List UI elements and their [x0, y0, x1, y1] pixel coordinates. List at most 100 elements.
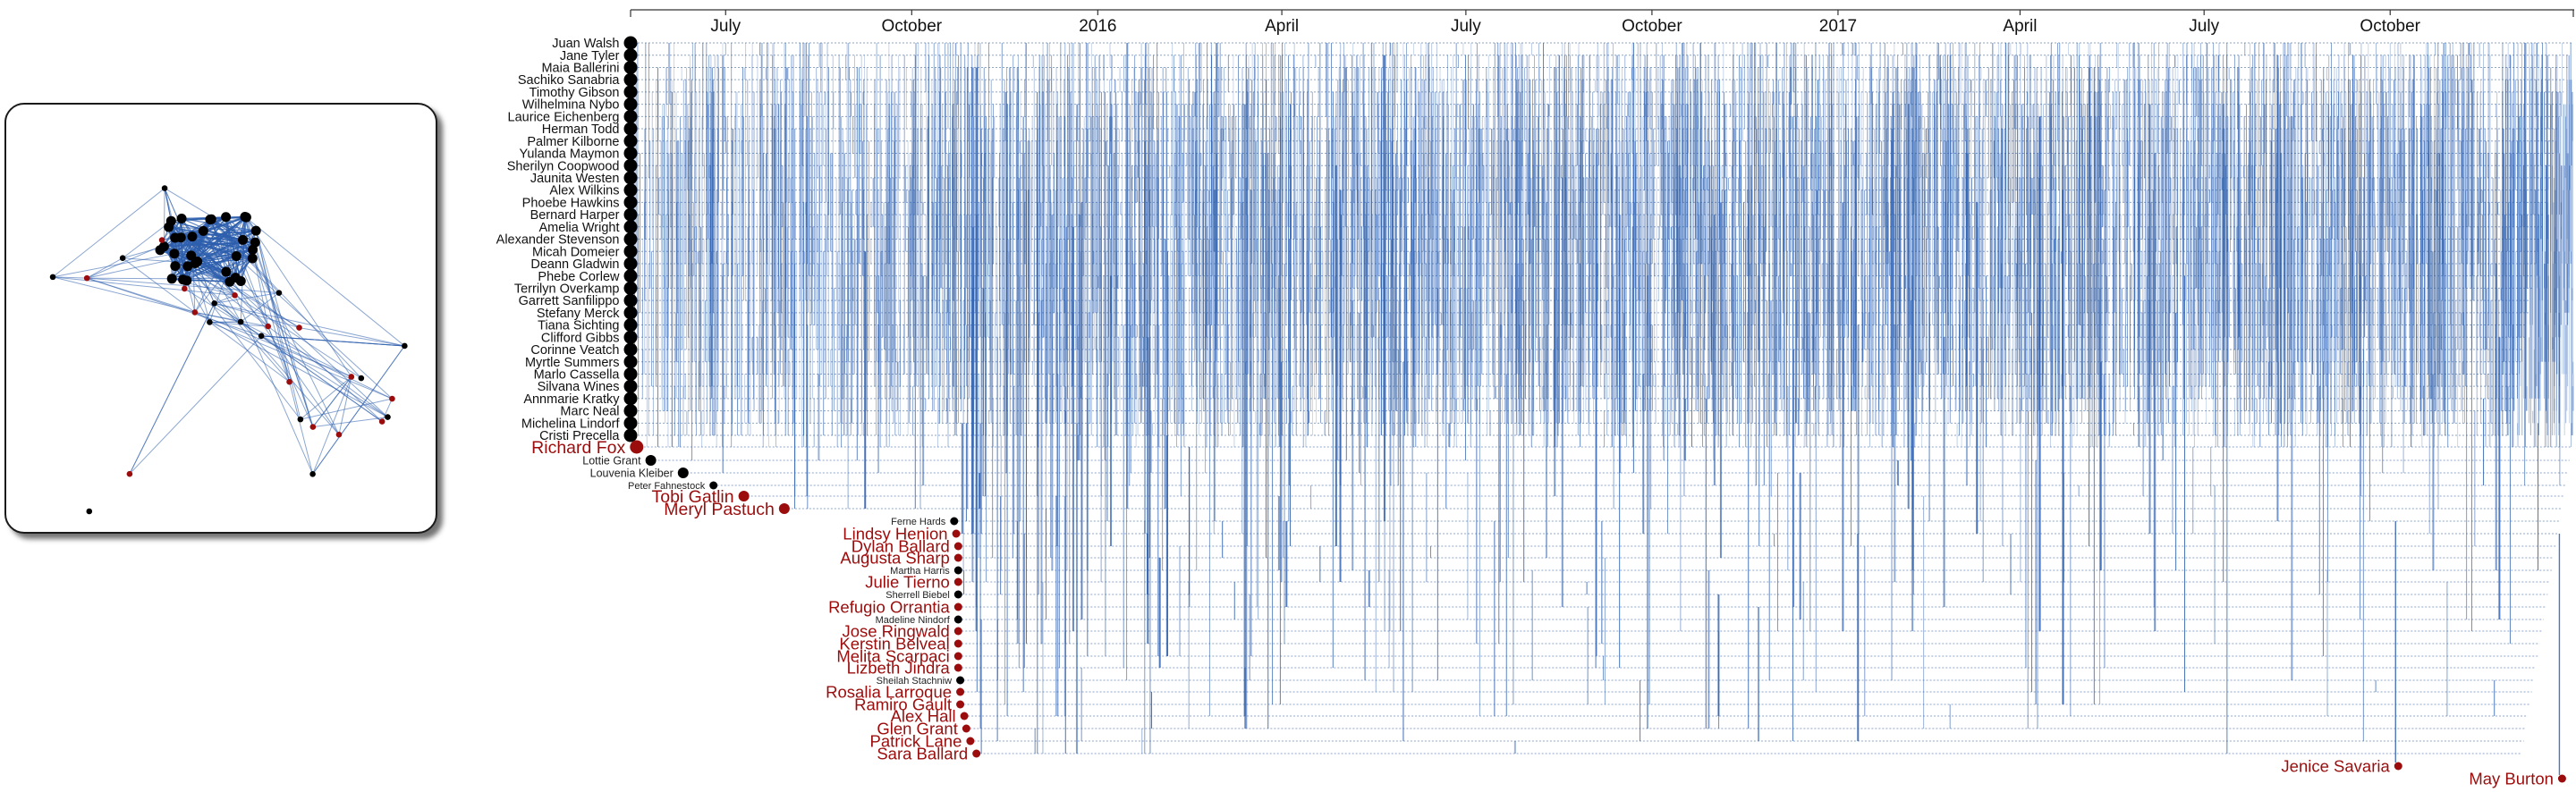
network-edge — [122, 257, 196, 313]
network-edge — [87, 277, 173, 280]
network-node — [247, 253, 258, 264]
network-node — [250, 225, 261, 236]
network-edge — [86, 257, 123, 279]
network-edge — [52, 276, 195, 313]
network-node — [221, 212, 232, 223]
network-edge — [235, 256, 393, 400]
network-node — [86, 508, 93, 515]
network-node — [240, 212, 250, 223]
time-axis-tick-label: April — [1265, 17, 1299, 36]
network-node — [358, 375, 365, 382]
network-node — [402, 342, 408, 350]
network-edge — [300, 398, 393, 420]
network-node — [182, 261, 193, 272]
network-edge — [52, 253, 175, 278]
time-axis-tick-label: October — [1622, 17, 1682, 36]
network-edge — [122, 220, 172, 259]
time-axis-tick-label: 2017 — [1819, 17, 1857, 36]
network-edge — [255, 230, 314, 427]
network-node — [389, 395, 395, 402]
network-edge — [163, 188, 165, 247]
network-node — [237, 318, 244, 325]
time-axis: July October 2016 April July October 2017 April… — [630, 9, 2574, 36]
network-node — [238, 234, 249, 245]
network-graph-panel — [4, 103, 437, 534]
network-edge — [194, 311, 352, 377]
network-edge — [210, 218, 362, 379]
network-node — [225, 276, 235, 287]
network-edge — [187, 265, 290, 383]
network-edge — [240, 321, 340, 435]
network-node — [182, 275, 192, 286]
network-edge — [338, 376, 352, 435]
network-edge — [194, 216, 246, 313]
network-edge — [194, 216, 246, 264]
network-edge — [191, 236, 196, 313]
network-edge — [234, 294, 362, 379]
network-edge — [235, 256, 314, 427]
network-node — [348, 374, 355, 380]
network-node — [164, 222, 174, 232]
network-node — [297, 416, 304, 423]
network-edge — [240, 292, 280, 323]
network-node — [161, 185, 168, 191]
network-node — [49, 274, 56, 281]
network-node — [182, 285, 188, 292]
network-node — [119, 255, 126, 262]
network-node — [385, 414, 391, 420]
network-edge — [52, 276, 235, 296]
network-node — [169, 249, 180, 259]
network-edge — [214, 294, 235, 304]
network-edge — [252, 249, 269, 327]
time-axis-tick-label: April — [2003, 17, 2037, 36]
network-edge — [240, 216, 246, 323]
network-edge — [209, 321, 393, 400]
network-edge — [187, 265, 268, 327]
network-node — [221, 266, 232, 277]
network-node — [207, 319, 213, 325]
network-node — [126, 470, 133, 477]
network-edge — [251, 257, 340, 435]
time-axis-tick-label: July — [1451, 17, 1481, 36]
network-edge — [129, 335, 262, 475]
network-node — [265, 323, 271, 330]
network-node — [231, 250, 242, 261]
network-edge — [225, 271, 340, 435]
time-axis-tick-label: October — [882, 17, 943, 36]
network-edge — [191, 236, 242, 323]
network-edge — [194, 311, 268, 327]
time-axis-tick-label: October — [2360, 17, 2420, 36]
network-node — [211, 299, 218, 307]
network-edge — [229, 281, 383, 422]
network-node — [275, 290, 283, 296]
network-edge — [244, 216, 352, 377]
time-axis-tick-label: 2016 — [1079, 17, 1116, 36]
network-node — [175, 232, 186, 243]
network-node — [192, 257, 203, 267]
time-axis-tick-label: July — [710, 17, 741, 36]
network-node — [309, 471, 316, 477]
network-edge — [209, 219, 280, 293]
network-edge — [184, 288, 262, 337]
interaction-edges — [630, 43, 2574, 775]
network-edge — [289, 382, 314, 475]
network-node — [198, 225, 208, 236]
network-node — [187, 232, 198, 242]
network-node — [258, 333, 265, 340]
network-edge — [209, 219, 236, 278]
network-edge — [129, 303, 216, 475]
network-edge — [187, 231, 204, 267]
network-node — [232, 292, 238, 299]
network-node — [191, 309, 199, 316]
network-node — [158, 237, 165, 243]
network-edge — [87, 277, 279, 294]
network-edge — [123, 257, 196, 264]
network-node — [166, 274, 177, 284]
network-node — [296, 324, 302, 331]
network-node — [335, 431, 343, 438]
network-edge — [209, 322, 290, 383]
network-node — [186, 250, 197, 261]
network-edge — [244, 216, 405, 347]
network-edge — [225, 216, 242, 282]
